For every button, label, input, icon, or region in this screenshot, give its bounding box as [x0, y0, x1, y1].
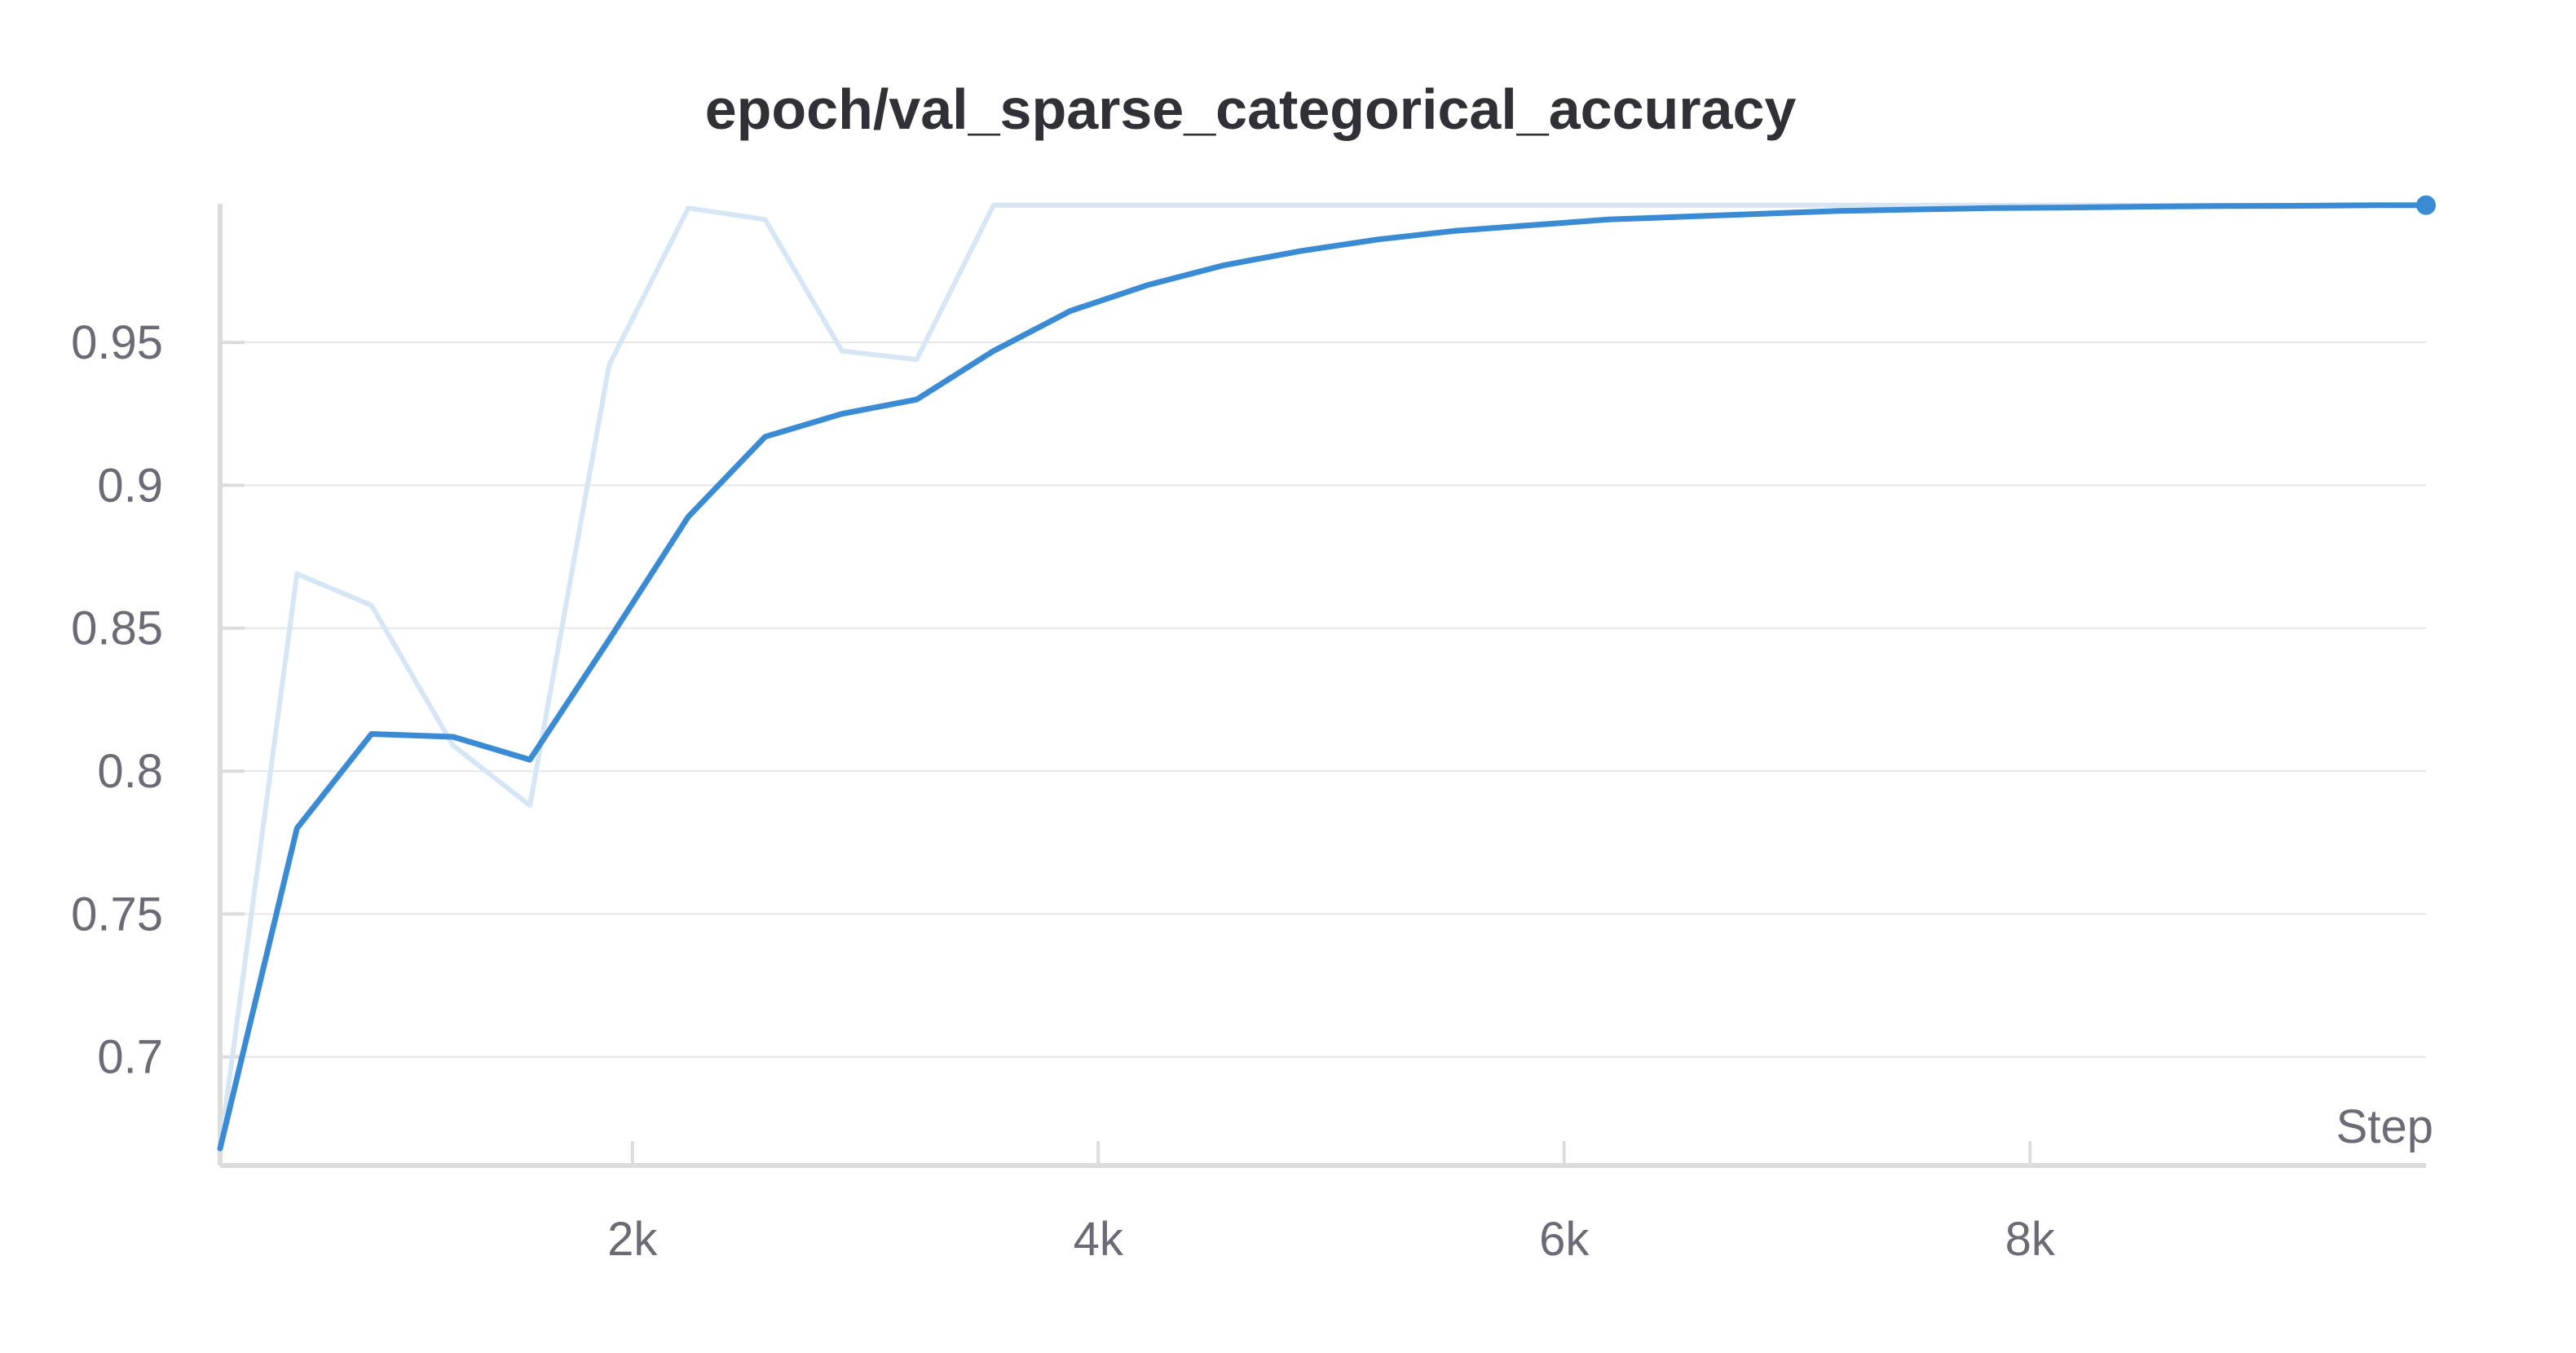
series-line-raw	[218, 202, 2428, 1151]
y-tick-label-5: 0.95	[71, 316, 163, 369]
chart-title: epoch/val_sparse_categorical_accuracy	[705, 77, 1797, 141]
x-tick-label-3: 8k	[2005, 1213, 2056, 1266]
x-tick-label-1: 4k	[1074, 1213, 1124, 1266]
axes	[218, 204, 2426, 1168]
y-tick-label-3: 0.85	[71, 602, 163, 655]
y-tick-label-4: 0.9	[97, 459, 163, 512]
series-line-smoothed	[217, 202, 2429, 1152]
x-tick-label-0: 2k	[607, 1213, 658, 1266]
x-axis-ticks: 2k 4k 6k 8k	[607, 1141, 2056, 1266]
y-axis-ticks: 0.7 0.75 0.8 0.85 0.9 0.95	[71, 316, 245, 1084]
y-tick-label-0: 0.7	[97, 1031, 163, 1084]
x-tick-label-2: 6k	[1539, 1213, 1590, 1266]
y-tick-label-2: 0.8	[97, 745, 163, 798]
y-tick-label-1: 0.75	[71, 888, 163, 941]
series-lines	[217, 195, 2436, 1152]
x-axis-label: Step	[2336, 1100, 2433, 1153]
series-endpoint-marker	[2416, 195, 2436, 215]
